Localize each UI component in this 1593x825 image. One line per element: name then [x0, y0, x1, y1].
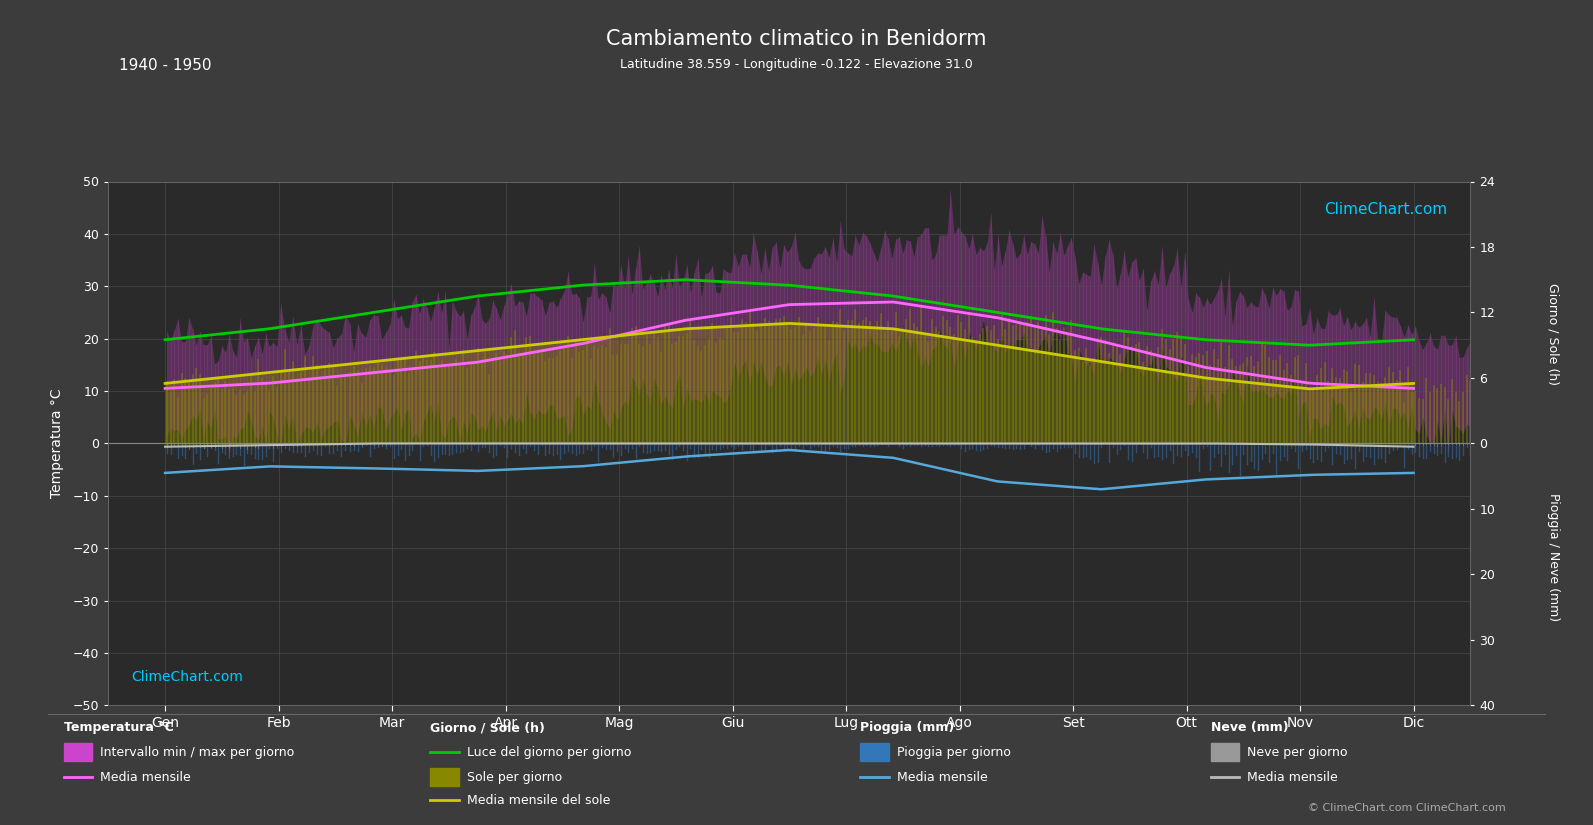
- Bar: [430, 768, 459, 786]
- Text: ClimeChart.com: ClimeChart.com: [131, 671, 242, 685]
- Text: Intervallo min / max per giorno: Intervallo min / max per giorno: [100, 746, 295, 759]
- Text: Pioggia per giorno: Pioggia per giorno: [897, 746, 1010, 759]
- Bar: [64, 743, 92, 761]
- Text: Neve (mm): Neve (mm): [1211, 721, 1289, 734]
- Text: 1940 - 1950: 1940 - 1950: [119, 58, 212, 73]
- Text: Giorno / Sole (h): Giorno / Sole (h): [430, 721, 545, 734]
- Bar: [860, 743, 889, 761]
- Text: Media mensile: Media mensile: [897, 771, 988, 784]
- Bar: [1211, 743, 1239, 761]
- Text: Media mensile: Media mensile: [100, 771, 191, 784]
- Text: Neve per giorno: Neve per giorno: [1247, 746, 1348, 759]
- Text: Giorno / Sole (h): Giorno / Sole (h): [1547, 283, 1560, 385]
- Text: ClimeChart.com: ClimeChart.com: [1324, 202, 1448, 218]
- Text: Media mensile: Media mensile: [1247, 771, 1338, 784]
- Y-axis label: Temperatura °C: Temperatura °C: [51, 389, 64, 498]
- Text: Luce del giorno per giorno: Luce del giorno per giorno: [467, 746, 631, 759]
- Text: Media mensile del sole: Media mensile del sole: [467, 794, 610, 807]
- Text: Pioggia (mm): Pioggia (mm): [860, 721, 954, 734]
- Text: Cambiamento climatico in Benidorm: Cambiamento climatico in Benidorm: [607, 29, 986, 49]
- Text: Pioggia / Neve (mm): Pioggia / Neve (mm): [1547, 493, 1560, 621]
- Text: Temperatura °C: Temperatura °C: [64, 721, 174, 734]
- Text: © ClimeChart.com ClimeChart.com: © ClimeChart.com ClimeChart.com: [1308, 803, 1505, 813]
- Text: Latitudine 38.559 - Longitudine -0.122 - Elevazione 31.0: Latitudine 38.559 - Longitudine -0.122 -…: [620, 58, 973, 71]
- Text: Sole per giorno: Sole per giorno: [467, 771, 562, 784]
